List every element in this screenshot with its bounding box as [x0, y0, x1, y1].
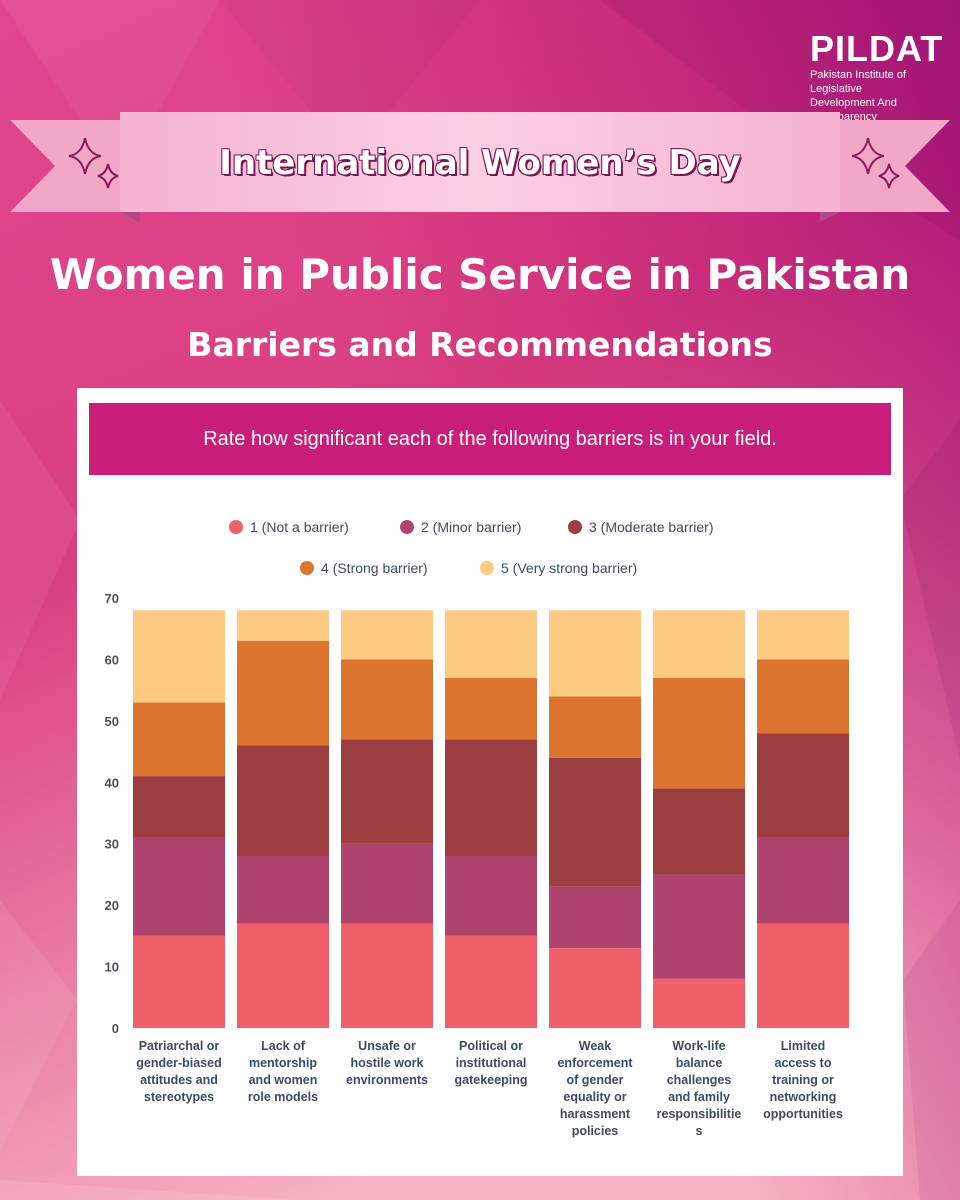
bar-segment	[653, 874, 745, 979]
x-tick-label: stereotypes	[144, 1090, 214, 1104]
legend-swatch	[300, 561, 314, 575]
pildat-logo: PILDAT Pakistan Institute of Legislative…	[810, 30, 950, 124]
bar-segment	[653, 978, 745, 1028]
x-tick-label: harassment	[560, 1107, 631, 1121]
bar-segment	[549, 610, 641, 697]
bar-segment	[237, 745, 329, 856]
x-tick-label: Weak	[579, 1039, 611, 1053]
bar-segment	[653, 788, 745, 875]
sparkle-icon-left-small	[97, 163, 119, 189]
x-tick-label: s	[696, 1124, 703, 1138]
x-tick-label: opportunities	[763, 1107, 843, 1121]
stacked-bar-chart: 1 (Not a barrier) 2 (Minor barrier) 3 (Mod…	[105, 519, 849, 1138]
bar-segment	[445, 856, 537, 936]
bar-segment	[237, 610, 329, 641]
bar-segment	[341, 843, 433, 924]
y-tick-label: 0	[112, 1021, 119, 1036]
x-tick-label: policies	[572, 1124, 619, 1138]
bar-segment	[653, 610, 745, 678]
y-tick-label: 60	[105, 652, 119, 667]
bar-segment	[549, 886, 641, 949]
legend-swatch	[480, 561, 494, 575]
x-tick-label: of gender	[567, 1073, 624, 1087]
bar-segment	[757, 610, 849, 660]
bar-segment	[133, 776, 225, 838]
legend-label: 3 (Moderate barrier)	[589, 519, 714, 535]
y-tick-label: 10	[105, 960, 119, 975]
y-tick-label: 30	[105, 837, 119, 852]
y-tick-label: 50	[105, 714, 119, 729]
page-title: Women in Public Service in Pakistan	[49, 250, 911, 299]
x-tick-label: challenges	[667, 1073, 732, 1087]
bar-segment	[445, 610, 537, 678]
bar-segment	[133, 702, 225, 777]
banner-title: International Women’s Day	[218, 142, 741, 184]
x-tick-label: Unsafe or	[358, 1039, 416, 1053]
bar-segment	[653, 677, 745, 789]
legend-swatch	[400, 520, 414, 534]
x-tick-label: Work-life	[672, 1039, 725, 1053]
legend-label: 2 (Minor barrier)	[421, 519, 521, 535]
legend-label: 5 (Very strong barrier)	[501, 560, 637, 576]
bar-segment	[133, 935, 225, 1028]
bar-segment	[237, 923, 329, 1028]
x-tick-label: enforcement	[557, 1056, 633, 1070]
x-tick-label: Limited	[781, 1039, 825, 1053]
sparkle-icon-left-large	[68, 137, 102, 175]
bar-segment	[549, 696, 641, 758]
bar-segment	[341, 739, 433, 844]
bar-segment	[133, 610, 225, 703]
x-tick-label: networking	[770, 1090, 837, 1104]
bar-segment	[549, 757, 641, 887]
bar-segment	[757, 733, 849, 838]
y-tick-label: 70	[105, 591, 119, 606]
x-tick-label: environments	[346, 1073, 428, 1087]
bar-segment	[341, 923, 433, 1028]
x-tick-label: Patriarchal or	[139, 1039, 220, 1053]
x-tick-label: mentorship	[249, 1056, 317, 1070]
x-tick-label: and family	[668, 1090, 730, 1104]
x-tick-label: responsibilitie	[657, 1107, 742, 1121]
x-tick-label: attitudes and	[140, 1073, 218, 1087]
ribbon-banner	[10, 112, 950, 222]
bar-segment	[549, 948, 641, 1028]
logo-wordmark: PILDAT	[810, 28, 944, 69]
bar-segment	[341, 659, 433, 740]
bar-segment	[445, 739, 537, 856]
legend-label: 4 (Strong barrier)	[321, 560, 428, 576]
bar-segment	[445, 677, 537, 740]
page-subtitle: Barriers and Recommendations	[187, 325, 773, 364]
x-tick-label: role models	[248, 1090, 318, 1104]
chart-question: Rate how significant each of the followi…	[89, 403, 891, 475]
x-tick-label: balance	[676, 1056, 723, 1070]
x-tick-label: hostile work	[351, 1056, 424, 1070]
x-tick-label: Lack of	[261, 1039, 306, 1053]
x-tick-label: equality or	[563, 1090, 626, 1104]
legend-swatch	[568, 520, 582, 534]
bar-segment	[237, 856, 329, 924]
x-tick-label: institutional	[456, 1056, 527, 1070]
legend-swatch	[229, 520, 243, 534]
sparkle-icon-right-large	[851, 137, 885, 175]
x-tick-label: training or	[772, 1073, 834, 1087]
logo-subtitle-line-1: Pakistan Institute of Legislative	[810, 69, 906, 95]
bar-segment	[133, 837, 225, 936]
x-tick-label: access to	[775, 1056, 832, 1070]
y-tick-label: 40	[105, 775, 119, 790]
x-tick-label: gatekeeping	[455, 1073, 528, 1087]
bar-segment	[445, 935, 537, 1028]
x-tick-label: Political or	[459, 1039, 523, 1053]
bar-segment	[757, 923, 849, 1028]
x-tick-label: and women	[249, 1073, 318, 1087]
bar-segment	[237, 641, 329, 746]
bar-segment	[757, 837, 849, 924]
bar-segment	[757, 659, 849, 734]
bar-segment	[341, 610, 433, 660]
y-tick-label: 20	[105, 898, 119, 913]
x-tick-label: gender-biased	[136, 1056, 221, 1070]
legend-label: 1 (Not a barrier)	[250, 519, 349, 535]
sparkle-icon-right-small	[878, 163, 900, 189]
